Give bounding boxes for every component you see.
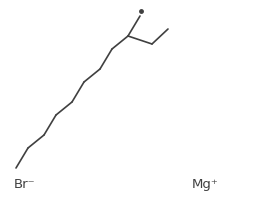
Text: Br⁻: Br⁻	[14, 177, 36, 190]
Text: Mg⁺: Mg⁺	[192, 177, 219, 190]
